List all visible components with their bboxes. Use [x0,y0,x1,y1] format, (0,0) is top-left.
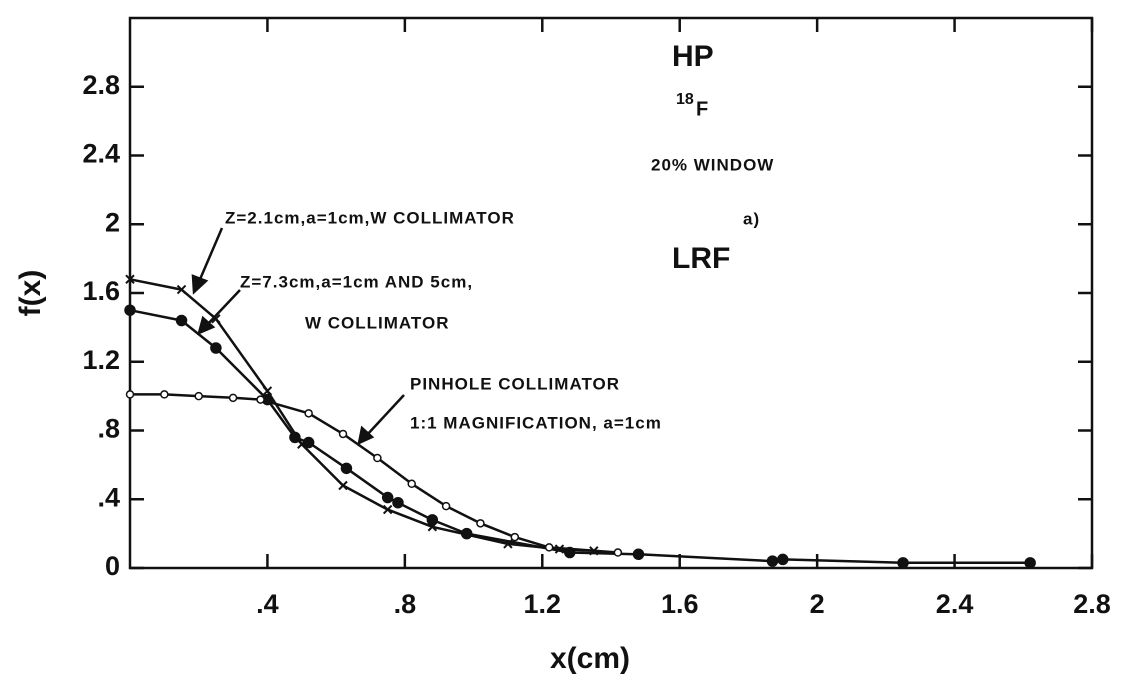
plot-frame [128,16,1094,570]
x-axis-label: x(cm) [550,642,630,675]
series-label: PINHOLE COLLIMATOR [410,374,620,393]
marker [338,480,348,491]
marker [228,393,238,403]
window-label: 20% WINDOW [651,155,774,174]
detector-label: HP [672,40,714,73]
y-tick-label: 1.2 [82,345,120,375]
series-line [129,308,1031,565]
series-label: Z=7.3cm,a=1cm AND 5cm, [240,272,473,291]
y-tick-label: 1.6 [82,276,120,306]
y-tick-label: 0 [105,551,120,581]
marker [211,314,221,324]
marker [175,314,188,327]
arrowhead [357,425,375,446]
marker [441,501,451,511]
marker [460,527,473,540]
x-tick-label: 2.8 [1073,589,1111,619]
y-tick-label: .4 [97,482,120,512]
function-label: LRF [672,242,730,275]
marker [176,284,187,295]
y-tick-label: 2.8 [82,70,120,100]
panel-label: a) [743,209,760,228]
marker [160,390,169,399]
marker [382,504,393,515]
y-axis-label: f(x) [14,270,47,317]
x-tick-label: 1.6 [661,589,699,619]
marker [125,390,135,399]
marker [256,395,265,404]
marker [262,386,273,396]
marker [210,342,222,354]
arrow [196,227,224,285]
y-tick-label: 2.4 [82,139,120,169]
arrowhead [197,315,216,336]
marker [632,548,645,560]
isotope-symbol: F [696,98,708,120]
marker [1024,557,1036,569]
x-tick-label: .8 [394,589,417,619]
marker [777,553,789,566]
marker [338,429,348,439]
x-tick-label: 2.4 [936,589,974,619]
marker [289,431,301,444]
marker [125,274,135,284]
arrow [205,289,241,327]
marker [426,514,439,526]
arrows [191,227,405,446]
x-tick-label: 1.2 [524,589,562,619]
series-label: Z=2.1cm,a=1cm,W COLLIMATOR [225,208,515,227]
marker [124,304,136,316]
y-tick-label: .8 [97,414,120,444]
y-tick-label: 2 [105,207,120,237]
marker [897,557,909,569]
marker [194,391,203,401]
marker [340,462,353,475]
marker [766,555,779,567]
series-label: W COLLIMATOR [305,313,450,332]
arrowhead [191,274,209,295]
x-tick-label: .4 [256,589,279,619]
marker [302,436,315,449]
arrow [365,394,405,437]
isotope-mass: 18 [676,91,694,108]
marker [476,519,485,528]
marker [392,496,404,509]
marker [544,543,554,552]
marker [304,409,313,418]
x-tick-label: 2 [810,589,825,619]
marker [407,479,416,489]
series-line [130,393,618,554]
marker [613,548,623,557]
series-label: 1:1 MAGNIFICATION, a=1cm [410,413,662,432]
marker [381,491,394,504]
marker [373,453,382,463]
marker [510,532,520,542]
